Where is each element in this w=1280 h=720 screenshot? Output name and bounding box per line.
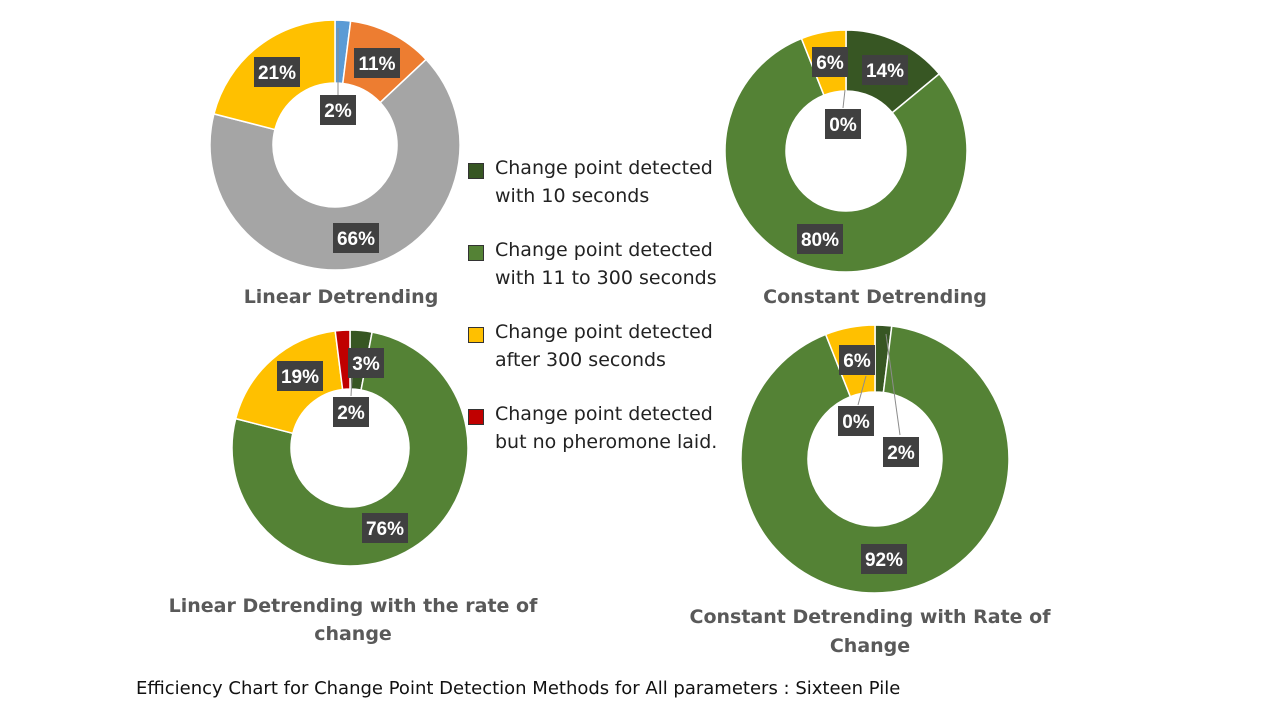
svg-text:0%: 0%: [829, 115, 857, 136]
donut-3-title-line-2: change: [314, 623, 392, 645]
legend-item-after-300s: Change point detected after 300 seconds: [466, 318, 756, 374]
legend-swatch-after-300s: [468, 327, 484, 343]
donut-3-title-line-1: Linear Detrending with the rate of: [169, 595, 538, 617]
legend-label-11-300s-line2: with 11 to 300 seconds: [495, 267, 717, 289]
svg-text:11%: 11%: [359, 54, 396, 75]
legend-swatch-10s: [468, 163, 484, 179]
legend-item-11-300s: Change point detected with 11 to 300 sec…: [466, 236, 756, 292]
donut-2-leader-1: [842, 89, 846, 109]
donut-4-leader-1: [885, 333, 901, 436]
donut-1-title-line-1: Linear Detrending: [244, 286, 439, 308]
svg-text:0%: 0%: [842, 412, 870, 433]
svg-text:2%: 2%: [337, 403, 365, 424]
donut-1-slice-3: [209, 58, 461, 271]
svg-text:19%: 19%: [281, 367, 319, 388]
legend-swatch-no-pheromone: [468, 409, 484, 425]
donut-2-data-label-3: 6%: [812, 47, 848, 77]
legend-label-11-300s-line1: Change point detected: [495, 239, 713, 261]
legend-label-10s-line2: with 10 seconds: [495, 185, 650, 207]
legend-label-after-300s-line1: Change point detected: [495, 321, 713, 343]
svg-text:66%: 66%: [337, 229, 375, 250]
legend-label-10s-line1: Change point detected: [495, 157, 713, 179]
donut-4-data-label-1: 2%: [883, 437, 919, 467]
donut-2-slice-2: [724, 37, 968, 273]
donut-1-data-label-4: 21%: [254, 57, 300, 87]
svg-text:14%: 14%: [866, 61, 904, 82]
svg-text:3%: 3%: [352, 354, 380, 375]
figure-caption: Efficiency Chart for Change Point Detect…: [136, 678, 901, 699]
donut-4-data-label-4: 0%: [838, 406, 874, 436]
donut-3-slice-4: [334, 329, 351, 391]
svg-text:6%: 6%: [816, 53, 844, 74]
svg-text:92%: 92%: [865, 550, 903, 571]
svg-text:76%: 76%: [366, 519, 404, 540]
svg-text:21%: 21%: [258, 63, 296, 84]
legend-item-no-pheromone: Change point detected but no pheromone l…: [466, 400, 756, 456]
donut-1-data-label-2: 11%: [354, 48, 400, 78]
donut-1-data-label-1: 2%: [320, 95, 356, 125]
donut-4-data-label-2: 92%: [861, 544, 907, 574]
donut-2-data-label-1: 14%: [862, 55, 908, 85]
donut-3-data-label-3: 19%: [277, 361, 323, 391]
donut-3-data-label-2: 76%: [362, 513, 408, 543]
svg-text:80%: 80%: [801, 230, 839, 251]
donut-2-data-label-2: 80%: [797, 224, 843, 254]
svg-text:2%: 2%: [887, 443, 915, 464]
donut-chart-3: 3% 76% 19% 2% Linear Detrending with the rat…: [169, 329, 538, 645]
donut-3-slice-2: [231, 331, 469, 567]
donut-3-data-label-4: 2%: [333, 397, 369, 427]
donut-chart-2: 14% 80% 6% 0% Constant Detrending: [724, 29, 987, 308]
legend-label-after-300s-line2: after 300 seconds: [495, 349, 666, 371]
legend-item-10s: Change point detected with 10 seconds: [466, 154, 756, 210]
donut-2-data-label-4: 0%: [825, 109, 861, 139]
donut-4-slice-2: [740, 325, 1010, 594]
legend-label-no-pheromone-line1: Change point detected: [495, 403, 713, 425]
donut-4-data-label-3: 6%: [839, 345, 875, 375]
donut-3-data-label-1: 3%: [348, 348, 384, 378]
legend: Change point detected with 10 seconds Ch…: [466, 154, 756, 482]
svg-text:6%: 6%: [843, 351, 871, 372]
donut-3-leader-1: [350, 377, 353, 397]
donut-1-data-label-3: 66%: [333, 223, 379, 253]
donut-4-leader-2: [857, 375, 867, 406]
donut-chart-1: 2% 11% 66% 21% Linear Detrending: [209, 19, 461, 308]
donut-2-title-line-1: Constant Detrending: [763, 286, 987, 308]
legend-swatch-11-300s: [468, 245, 484, 261]
donut-chart-4: 2% 92% 6% 0% Constant Detrending with Rate o…: [690, 324, 1052, 657]
svg-text:2%: 2%: [324, 101, 352, 122]
legend-label-no-pheromone-line2: but no pheromone laid.: [495, 431, 718, 453]
donut-4-title-line-2: Change: [830, 635, 910, 657]
donut-4-title-line-1: Constant Detrending with Rate of: [690, 606, 1052, 628]
